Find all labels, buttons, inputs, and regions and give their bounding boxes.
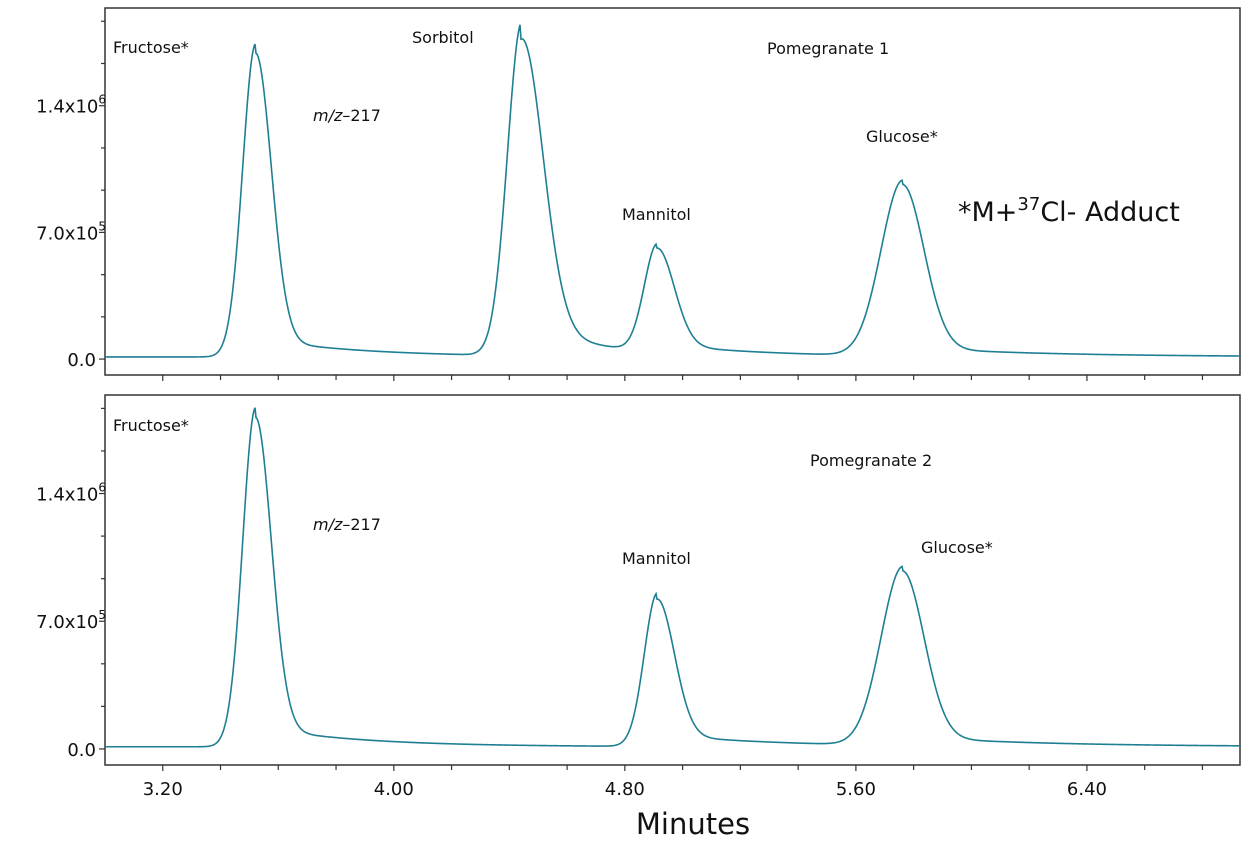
x-tick-label: 4.00 bbox=[374, 779, 414, 800]
y-tick-label: 7.0x105 bbox=[36, 608, 106, 633]
peak-label-fructose: Fructose* bbox=[113, 38, 189, 57]
plot-frame bbox=[104, 7, 1241, 376]
peak-label-fructose: Fructose* bbox=[113, 416, 189, 435]
x-axis-ticks: 3.20 4.00 4.80 5.60 6.40 bbox=[143, 765, 1204, 800]
adduct-annotation: *M+37Cl- Adduct bbox=[958, 194, 1180, 228]
mz-annotation: m/z–217 bbox=[313, 515, 381, 534]
x-tick-label: 3.20 bbox=[143, 779, 183, 800]
peak-label-sorbitol: Sorbitol bbox=[412, 28, 474, 47]
y-tick-label: 1.4x106 bbox=[36, 481, 106, 506]
y-tick-label: 0.0 bbox=[67, 350, 96, 371]
trace-line bbox=[105, 407, 1240, 748]
x-tick-label: 6.40 bbox=[1067, 779, 1107, 800]
plot-frame bbox=[104, 394, 1241, 766]
y-axis-ticks: 0.0 7.0x105 1.4x106 bbox=[36, 407, 106, 761]
panel-pomegranate-1: 0.0 7.0x105 1.4x106 Fructose* Sorbitol Man… bbox=[36, 7, 1241, 381]
x-tick-label: 4.80 bbox=[605, 779, 645, 800]
y-tick-label: 7.0x105 bbox=[36, 219, 106, 244]
x-tick-label: 5.60 bbox=[836, 779, 876, 800]
peak-label-mannitol: Mannitol bbox=[622, 549, 691, 568]
panel-title: Pomegranate 1 bbox=[767, 39, 889, 58]
mz-annotation: m/z–217 bbox=[313, 106, 381, 125]
panel-pomegranate-2: 0.0 7.0x105 1.4x106 3.20 4.00 4.80 5.60 6.40 F… bbox=[36, 394, 1241, 800]
panel-title: Pomegranate 2 bbox=[810, 451, 932, 470]
y-tick-label: 0.0 bbox=[67, 740, 96, 761]
peak-label-glucose: Glucose* bbox=[921, 538, 993, 557]
y-tick-label: 1.4x106 bbox=[36, 93, 106, 118]
peak-label-glucose: Glucose* bbox=[866, 127, 938, 146]
y-axis-ticks: 0.0 7.0x105 1.4x106 bbox=[36, 20, 1204, 381]
x-axis-label: Minutes bbox=[636, 807, 750, 841]
peak-label-mannitol: Mannitol bbox=[622, 205, 691, 224]
trace-line bbox=[105, 24, 1241, 358]
